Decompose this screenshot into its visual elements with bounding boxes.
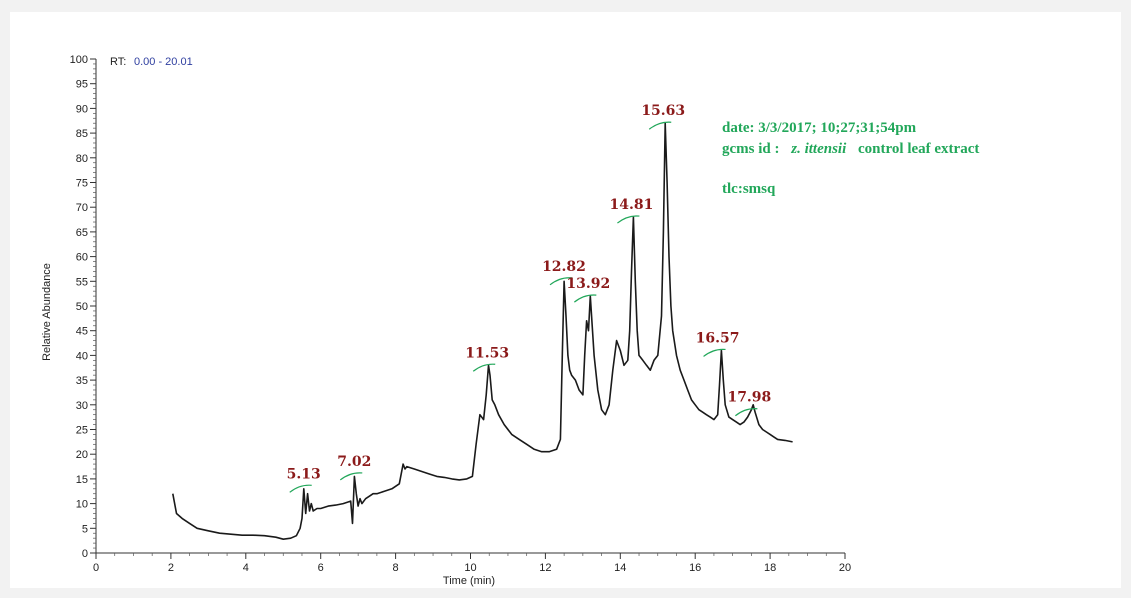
peak-label: 13.92 bbox=[566, 276, 610, 292]
x-tick-label: 8 bbox=[393, 562, 399, 574]
peak-label: 15.63 bbox=[641, 103, 685, 119]
y-tick-label: 70 bbox=[76, 202, 88, 214]
peak-label: 16.57 bbox=[696, 330, 740, 346]
peak-marker bbox=[549, 277, 573, 286]
y-tick-label: 0 bbox=[82, 548, 88, 560]
x-tick-label: 6 bbox=[318, 562, 324, 574]
peak-label: 14.81 bbox=[609, 197, 653, 213]
peak-marker bbox=[703, 348, 726, 357]
peak-label: 11.53 bbox=[465, 345, 509, 361]
peak-marker bbox=[289, 484, 312, 493]
y-tick-label: 25 bbox=[76, 425, 88, 437]
y-tick-label: 75 bbox=[76, 178, 88, 190]
peak-label: 5.13 bbox=[287, 466, 321, 482]
peak-marker bbox=[472, 363, 496, 372]
chromatogram-trace bbox=[172, 122, 793, 541]
y-tick-label: 100 bbox=[70, 54, 88, 66]
series-layer bbox=[172, 122, 793, 541]
y-tick-label: 20 bbox=[76, 449, 88, 461]
y-tick-label: 85 bbox=[76, 128, 88, 140]
x-tick-label: 4 bbox=[243, 562, 249, 574]
y-tick-label: 60 bbox=[76, 252, 88, 264]
x-tick-label: 10 bbox=[464, 562, 476, 574]
y-tick-label: 65 bbox=[76, 227, 88, 239]
y-tick-label: 5 bbox=[82, 523, 88, 535]
y-tick-label: 15 bbox=[76, 474, 88, 486]
peak-marker bbox=[648, 121, 672, 130]
x-axis-label: Time (min) bbox=[443, 575, 495, 587]
axes-layer: 0510152025303540455055606570758085909510… bbox=[70, 54, 851, 574]
y-axis-label: Relative Abundance bbox=[41, 263, 53, 361]
peak-marker bbox=[617, 215, 640, 224]
y-tick-label: 90 bbox=[76, 103, 88, 115]
annotation-gcms: gcms id : z. ittensii control leaf extra… bbox=[722, 141, 979, 157]
x-tick-label: 14 bbox=[614, 562, 626, 574]
peak-marker bbox=[339, 472, 363, 481]
peak-label: 7.02 bbox=[337, 454, 371, 470]
y-tick-label: 35 bbox=[76, 375, 88, 387]
annotation-gcms-species: z. ittensii bbox=[790, 141, 847, 157]
x-tick-label: 0 bbox=[93, 562, 99, 574]
y-tick-label: 95 bbox=[76, 79, 88, 91]
x-tick-label: 16 bbox=[689, 562, 701, 574]
y-tick-label: 50 bbox=[76, 301, 88, 313]
y-tick-label: 10 bbox=[76, 499, 88, 511]
chromatogram-panel: 0 5 10 15 20 25 30 35 40 45 50 55 60 65 70 75 80 85 90 95 10… bbox=[10, 12, 1121, 588]
peak-marker bbox=[573, 294, 597, 303]
annotation-tlc: tlc:smsq bbox=[722, 181, 776, 197]
annotation-date: date: 3/3/2017; 10;27;31;54pm bbox=[722, 120, 917, 136]
y-tick-label: 40 bbox=[76, 350, 88, 362]
annotation-gcms-prefix: gcms id : bbox=[722, 141, 780, 157]
y-tick-label: 80 bbox=[76, 153, 88, 165]
x-tick-label: 2 bbox=[168, 562, 174, 574]
rt-range: 0.00 - 20.01 bbox=[134, 56, 193, 68]
y-tick-label: 45 bbox=[76, 326, 88, 338]
peak-label: 17.98 bbox=[727, 390, 771, 406]
y-tick-label: 55 bbox=[76, 276, 88, 288]
x-tick-label: 18 bbox=[764, 562, 776, 574]
x-tick-label: 20 bbox=[839, 562, 851, 574]
annotation-gcms-suffix: control leaf extract bbox=[858, 141, 979, 157]
peak-label: 12.82 bbox=[542, 259, 586, 275]
peak-marker bbox=[735, 408, 758, 417]
x-tick-label: 12 bbox=[539, 562, 551, 574]
chromatogram-chart: 0510152025303540455055606570758085909510… bbox=[41, 54, 979, 587]
rt-label: RT: bbox=[110, 56, 126, 68]
y-tick-label: 30 bbox=[76, 400, 88, 412]
